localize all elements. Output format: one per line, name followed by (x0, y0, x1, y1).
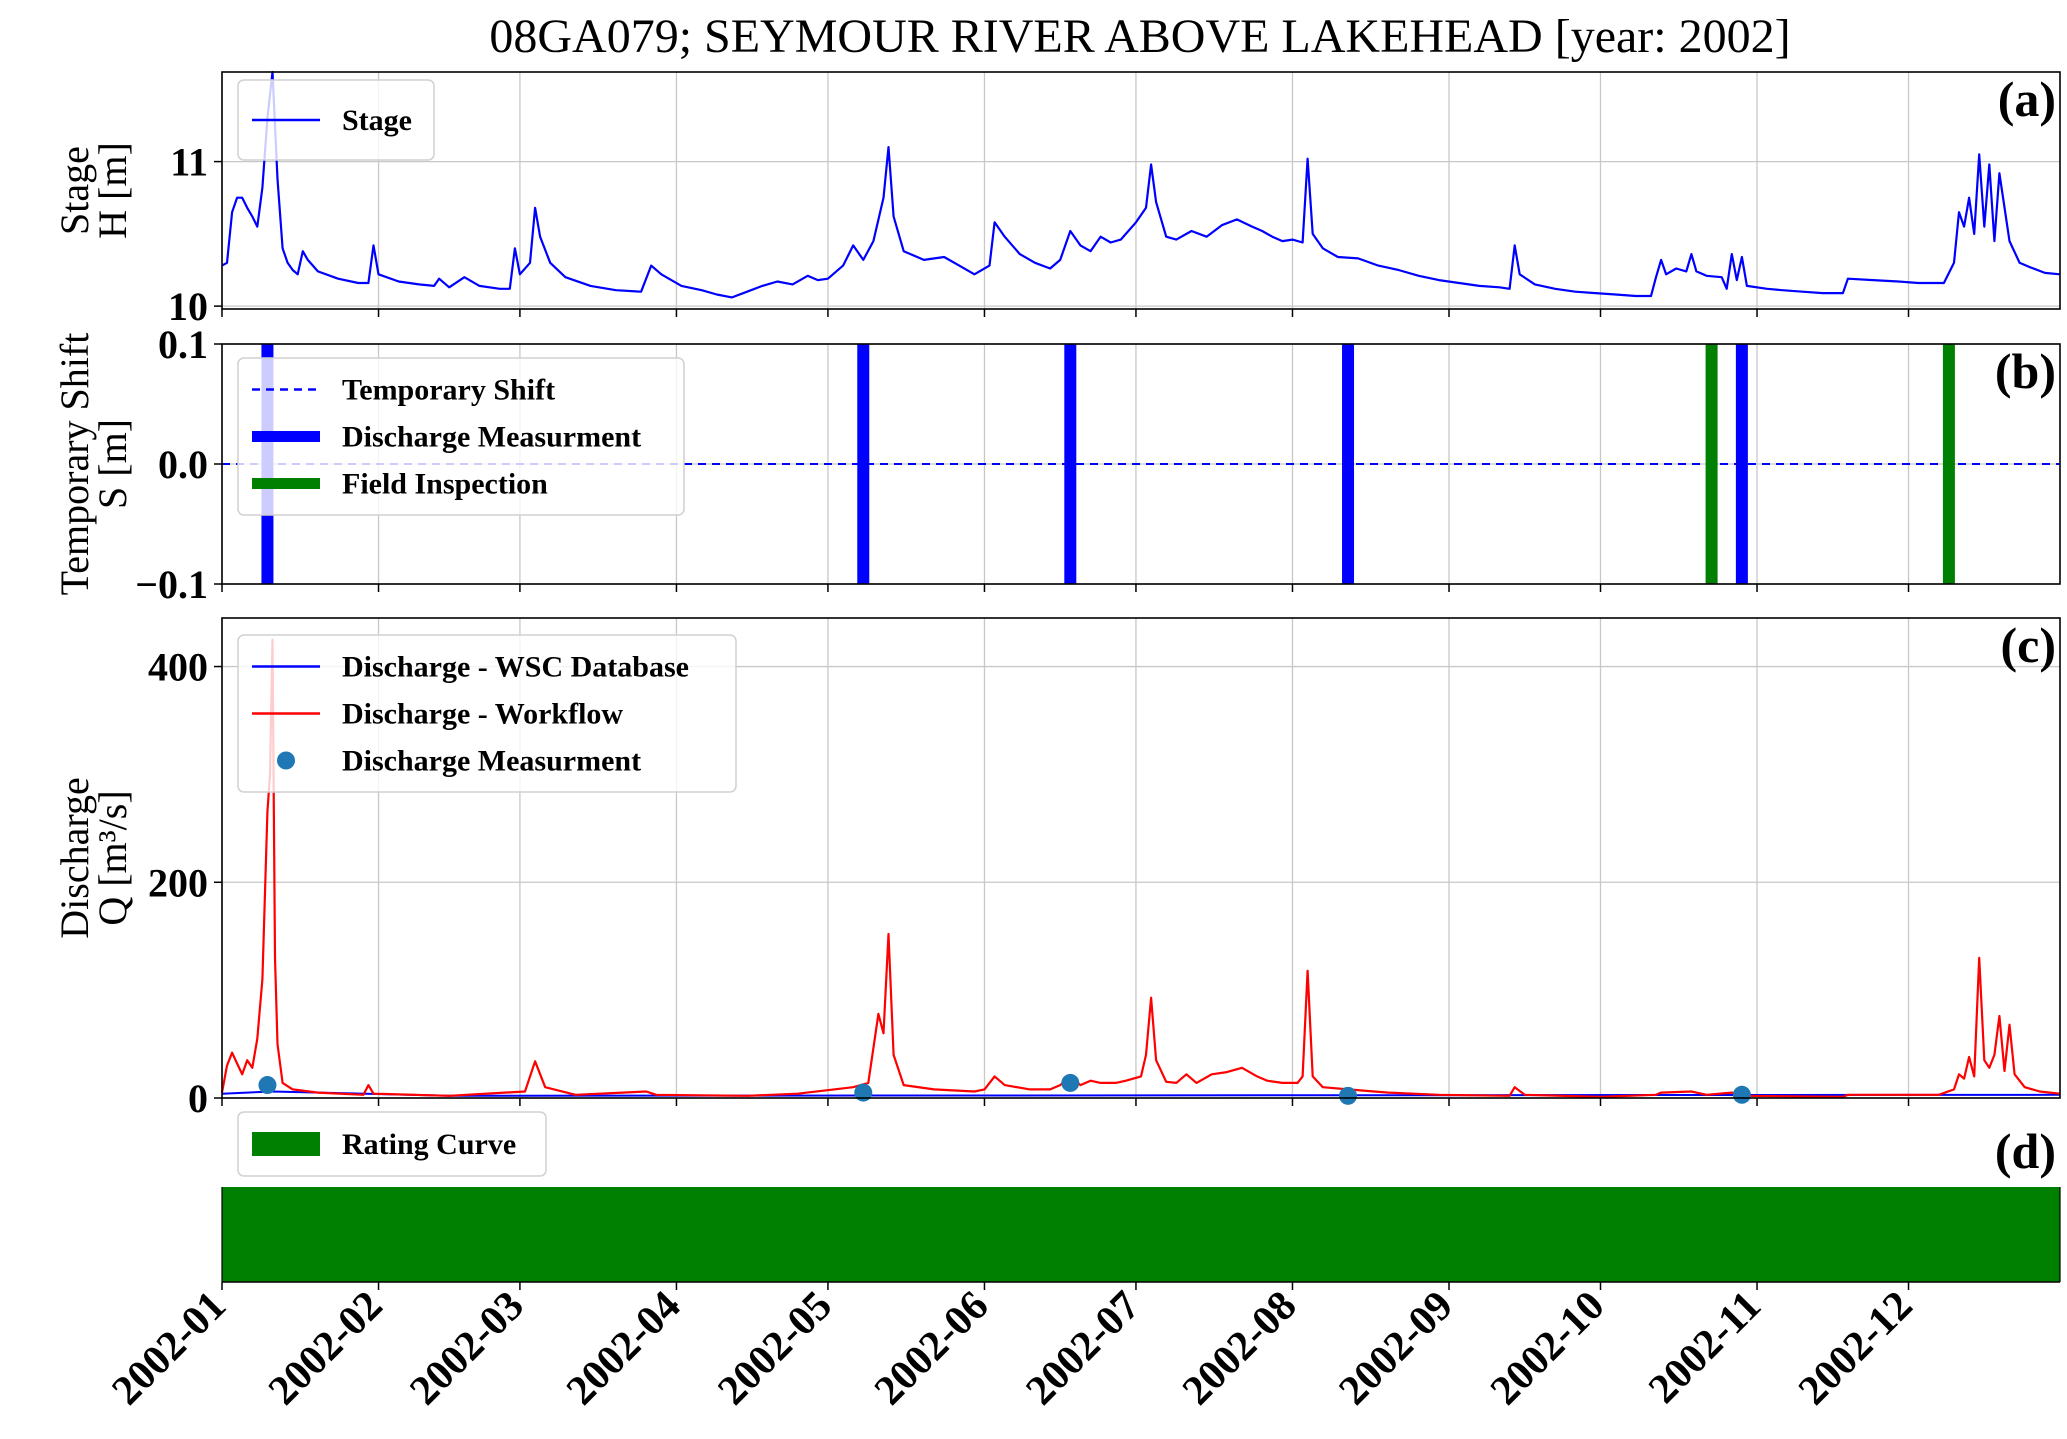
y-tick-label: 400 (148, 645, 208, 690)
legend-label: Stage (342, 104, 412, 137)
y-tick-label: −0.1 (135, 562, 208, 607)
x-tick-label: 2002-01 (104, 1283, 236, 1415)
legend-box (237, 79, 435, 161)
y-tick-label: 0.1 (158, 322, 208, 367)
discharge-measurement-point (1732, 1085, 1751, 1104)
discharge-measurement-point (258, 1076, 277, 1095)
y-tick-label: 0.0 (158, 442, 208, 487)
x-tick-label: 2002-08 (1174, 1283, 1306, 1415)
stage-line (221, 70, 2061, 299)
x-tick-label: 2002-10 (1482, 1283, 1614, 1415)
chart-title: 08GA079; SEYMOUR RIVER ABOVE LAKEHEAD [y… (489, 10, 1790, 63)
y-axis-label: Q [m³/s] (90, 790, 135, 925)
y-tick-label: 10 (168, 284, 208, 329)
legend-handle (252, 1132, 320, 1156)
legend-label: Discharge - Workflow (342, 698, 623, 731)
panel-label: (d) (1995, 1123, 2056, 1179)
y-axis-label: Temporary Shift (52, 333, 97, 596)
discharge-measurement-point (1339, 1086, 1358, 1105)
x-tick-label: 2002-09 (1331, 1283, 1463, 1415)
x-tick-label: 2002-03 (401, 1283, 533, 1415)
panel-frame (221, 71, 2061, 310)
legend-label: Discharge Measurment (342, 421, 641, 454)
x-tick-label: 2002-11 (1640, 1283, 1770, 1413)
legend-label: Temporary Shift (342, 374, 555, 407)
panel-label: (b) (1995, 343, 2056, 399)
legend-box (237, 357, 685, 516)
panel-label: (a) (1998, 71, 2056, 127)
y-tick-label: 0 (188, 1076, 208, 1121)
legend-label: Field Inspection (342, 468, 548, 501)
discharge-measurement-point (1061, 1073, 1080, 1092)
panel-label: (c) (2001, 617, 2057, 673)
x-tick-label: 2002-05 (709, 1283, 841, 1415)
x-tick-label: 2002-06 (866, 1283, 998, 1415)
panel-frame (221, 343, 2061, 585)
rating-curve-band (222, 1187, 2060, 1282)
y-tick-label: 200 (148, 860, 208, 905)
x-tick-label: 2002-04 (558, 1283, 690, 1415)
y-tick-label: 11 (170, 140, 208, 185)
discharge-workflow-line (220, 638, 2061, 1099)
legend-label: Discharge Measurment (342, 745, 641, 778)
y-axis-label: Stage (52, 146, 97, 235)
legend-box (237, 634, 737, 793)
legend-label: Rating Curve (342, 1128, 516, 1161)
legend-handle (277, 751, 295, 770)
legend-box (237, 1111, 547, 1177)
discharge-measurement-point (854, 1083, 873, 1102)
x-tick-label: 2002-02 (260, 1283, 392, 1415)
panel-frame (221, 617, 2061, 1099)
y-axis-label: S [m] (90, 419, 135, 509)
x-tick-label: 2002-07 (1017, 1283, 1149, 1415)
y-axis-label: H [m] (90, 142, 135, 239)
y-axis-label: Discharge (52, 777, 97, 938)
legend-label: Discharge - WSC Database (342, 651, 689, 684)
x-tick-label: 2002-12 (1790, 1283, 1922, 1415)
